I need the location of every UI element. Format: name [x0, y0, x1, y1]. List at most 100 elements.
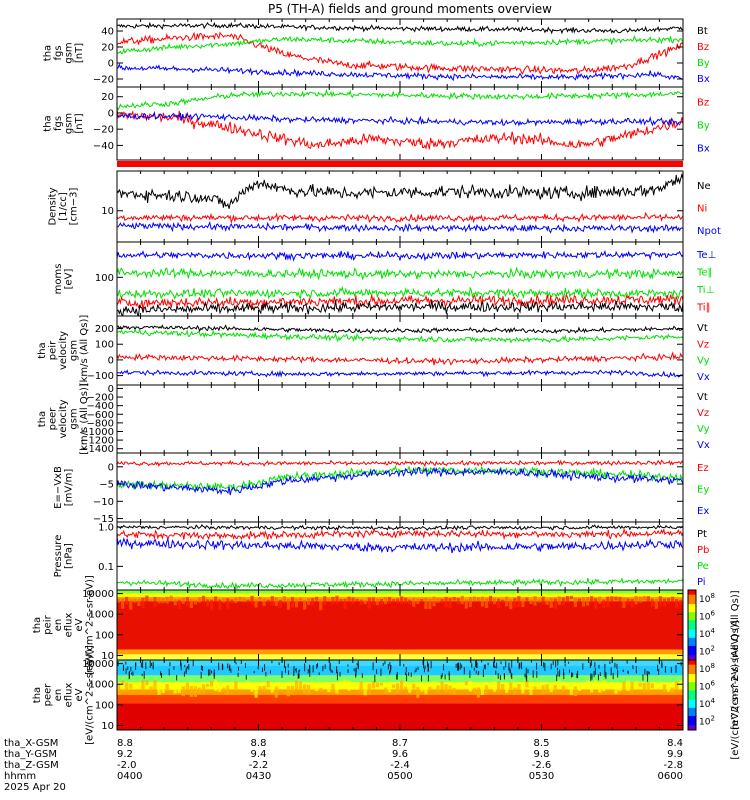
y-axis-label-fgs-gsm: tha fgs gsm [nT] [42, 42, 85, 63]
legend-pressure-Pe: Pe [697, 561, 709, 572]
x-tick-label: 9.2 [117, 749, 133, 760]
y-label-line: tha [32, 617, 43, 633]
x-tick-label: 8.4 [667, 738, 683, 749]
x-tick-label: 9.4 [251, 749, 267, 760]
series-moms-Ti∥ [117, 292, 683, 310]
y-label-line: velocity [58, 331, 69, 370]
y-label-line: eflux [63, 683, 74, 708]
y-tick-label: −600 [87, 410, 114, 421]
x-tick-label: 0600 [658, 771, 683, 782]
series-fgs-gsm-Bz [117, 31, 683, 75]
y-axis-label-e-field: E=−VxB [mV/m] [53, 466, 75, 509]
legend-moms-Te∥: Te∥ [696, 267, 713, 278]
series-density-Ni [117, 211, 683, 224]
series-pressure-Pi [117, 536, 683, 554]
series-peir-velocity-Vx [117, 368, 683, 378]
legend-peir-velocity-Vt: Vt [697, 323, 708, 334]
x-tick-label: 8.7 [392, 738, 408, 749]
series-peir-velocity-Vy [117, 328, 683, 344]
y-tick-label: 100 [95, 340, 114, 351]
y-label-line: gsm [63, 42, 74, 63]
y-axis-label-fgs-gsm-nt: tha fgs gsm [nT] [42, 113, 85, 134]
y-label-line: [nT] [74, 43, 85, 63]
x-tick-label: 9.6 [392, 749, 408, 760]
x-tick-label: 8.8 [251, 738, 267, 749]
legend-peir-velocity-Vy: Vy [697, 356, 710, 367]
y-label-line: eflux [63, 613, 74, 638]
y-label-line: gsm [63, 113, 74, 134]
y-label-line: E=−VxB [53, 466, 64, 509]
y-label-line: [nPa] [63, 543, 74, 569]
legend-peer-velocity-Vx: Vx [697, 440, 710, 451]
series-pressure-Pb [117, 527, 683, 541]
colorbar-tick: 102 [699, 714, 715, 727]
colorbar-tick: 106 [699, 609, 715, 622]
x-tick-label: 8.8 [117, 738, 133, 749]
figure-title: P5 (TH-A) fields and ground moments over… [268, 2, 552, 16]
y-tick-label: −15 [93, 514, 114, 525]
y-tick-label: −400 [87, 401, 114, 412]
y-label-line: tha [32, 687, 43, 703]
y-tick-label: 10000 [82, 659, 114, 670]
series-moms-Ti⊥ [117, 285, 683, 301]
y-label-line: velocity [58, 399, 69, 438]
legend-fgs-gsm-nt-Bz: Bz [697, 98, 709, 109]
y-axis-label-moms: moms [eV] [53, 264, 75, 295]
lines-layer [117, 21, 683, 590]
y-axis-label-pressure: Pressure [nPa] [53, 535, 75, 578]
y-tick-label: 10000 [82, 589, 114, 600]
y-label-line: tha [37, 411, 48, 427]
legend-layer: Bt Bz By Bx Bz By Bx Ne Ni Npot Te⊥ Te∥ Ti⊥ Ti∥ Vt Vz Vy… [696, 26, 721, 588]
colorbar-peer-en-eflux: 108 106 104 102 [687, 659, 715, 731]
spectrogram-peer-en-eflux [117, 660, 683, 730]
y-label-line: [mV/m] [63, 469, 74, 507]
y-axis-label-peir-velocity: tha peir velocity gsm [km/s (All Qs)] [37, 315, 90, 387]
legend-pressure-Pb: Pb [697, 545, 709, 556]
spectrogram-peir-en-eflux [117, 590, 683, 660]
colorbar-layer: 108 106 104 102 108 106 104 102 [eV/(cm^2-s-sr-e… [687, 589, 741, 760]
y-tick-label: −200 [87, 393, 114, 404]
x-tick-label: -2.4 [390, 760, 410, 771]
x-row-label: hhmm [4, 771, 36, 782]
y-label-line: peer [42, 683, 53, 707]
y-label-line: eV [74, 688, 85, 701]
series-density-Ne [117, 172, 683, 209]
x-tick-label: 9.8 [534, 749, 550, 760]
x-tick-label: -2.6 [532, 760, 552, 771]
y-label-line: gsm [69, 340, 80, 361]
colorbar-tick: 108 [699, 662, 715, 675]
series-fgs-gsm-By [117, 34, 683, 55]
series-fgs-gsm-nt-By [117, 88, 683, 111]
y-tick-label: 10 [101, 206, 114, 217]
series-moms-Te∥ [117, 266, 683, 281]
colorbar-peir-en-eflux: 108 106 104 102 [687, 589, 715, 661]
y-label-line: moms [53, 264, 64, 295]
x-tick-label: 0400 [117, 771, 142, 782]
legend-density-Ni: Ni [697, 204, 707, 215]
y-tick-label: −1400 [80, 444, 114, 455]
panel-frame-moms [116, 241, 684, 317]
legend-peer-velocity-Vz: Vz [697, 408, 709, 419]
y-label-line: tha [42, 115, 53, 131]
x-tick-label: 0430 [246, 771, 271, 782]
panel-frame-peer-velocity [116, 384, 684, 454]
y-label-line: en [53, 689, 64, 702]
y-tick-label: −100 [87, 371, 114, 382]
series-e-field-Ez [117, 459, 683, 468]
legend-peir-velocity-Vz: Vz [697, 339, 709, 350]
y-label-line: eV [74, 618, 85, 631]
x-tick-label: -2.2 [249, 760, 269, 771]
y-label-line: [km/s (All Qs)] [79, 315, 90, 387]
y-tick-label: 1000 [89, 680, 114, 691]
y-label-line: [eV/(cm^2-s-sr-eV)] [84, 645, 95, 745]
series-moms-Te⊥ [117, 249, 683, 262]
y-tick-label: −1000 [80, 427, 114, 438]
y-label-line: [km/s (All Qs)] [79, 383, 90, 455]
colorbar-tick: 104 [699, 697, 715, 710]
series-e-field-Ex [117, 466, 683, 496]
y-tick-label: 0 [108, 462, 114, 473]
y-tick-label: 100 [95, 273, 114, 284]
y-label-line: peir [48, 340, 59, 360]
legend-fgs-gsm-By: By [697, 58, 710, 69]
